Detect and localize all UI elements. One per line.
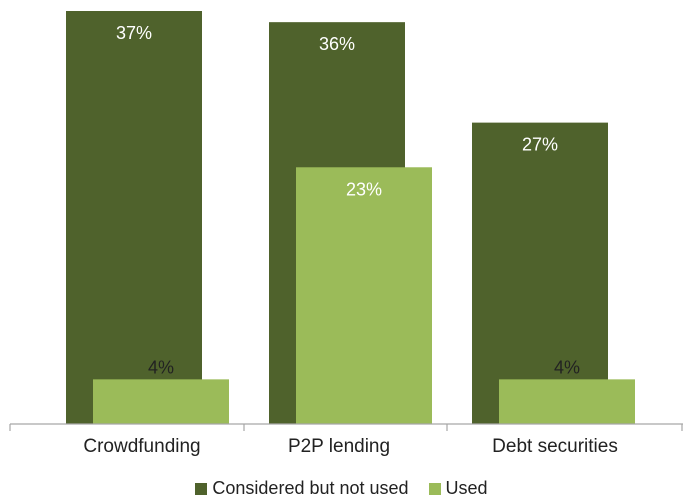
data-label-used-2: 4% bbox=[554, 357, 580, 377]
data-label-used-1: 23% bbox=[346, 179, 382, 199]
legend-item-used: Used bbox=[428, 478, 488, 499]
legend-swatch-considered bbox=[195, 482, 208, 495]
bar-considered-2 bbox=[472, 122, 608, 425]
x-tick-label-0: Crowdfunding bbox=[83, 436, 200, 457]
legend: Considered but not used Used bbox=[0, 478, 683, 499]
data-label-considered-0: 37% bbox=[116, 23, 152, 43]
data-label-considered-2: 27% bbox=[522, 135, 558, 155]
legend-label-considered: Considered but not used bbox=[212, 478, 409, 498]
legend-item-considered: Considered but not used bbox=[195, 478, 409, 499]
x-axis: Crowdfunding P2P lending Debt securities bbox=[9, 423, 683, 457]
x-tick-label-2: Debt securities bbox=[492, 436, 618, 457]
legend-label-used: Used bbox=[445, 478, 488, 498]
x-tick-label-1: P2P lending bbox=[288, 436, 390, 457]
data-label-considered-1: 36% bbox=[319, 34, 355, 54]
bar-considered-0 bbox=[66, 11, 202, 424]
bar-chart: 37% 4% 36% 23% 27% 4% Crowdfunding P2P lending… bbox=[9, 11, 683, 457]
bar-used-1 bbox=[296, 167, 432, 424]
bars-layer bbox=[66, 11, 635, 425]
data-labels-layer: 37% 4% 36% 23% 27% 4% bbox=[116, 23, 580, 377]
legend-swatch-used bbox=[428, 482, 441, 495]
bar-used-2 bbox=[499, 379, 635, 424]
bar-used-0 bbox=[93, 379, 229, 424]
data-label-used-0: 4% bbox=[148, 357, 174, 377]
